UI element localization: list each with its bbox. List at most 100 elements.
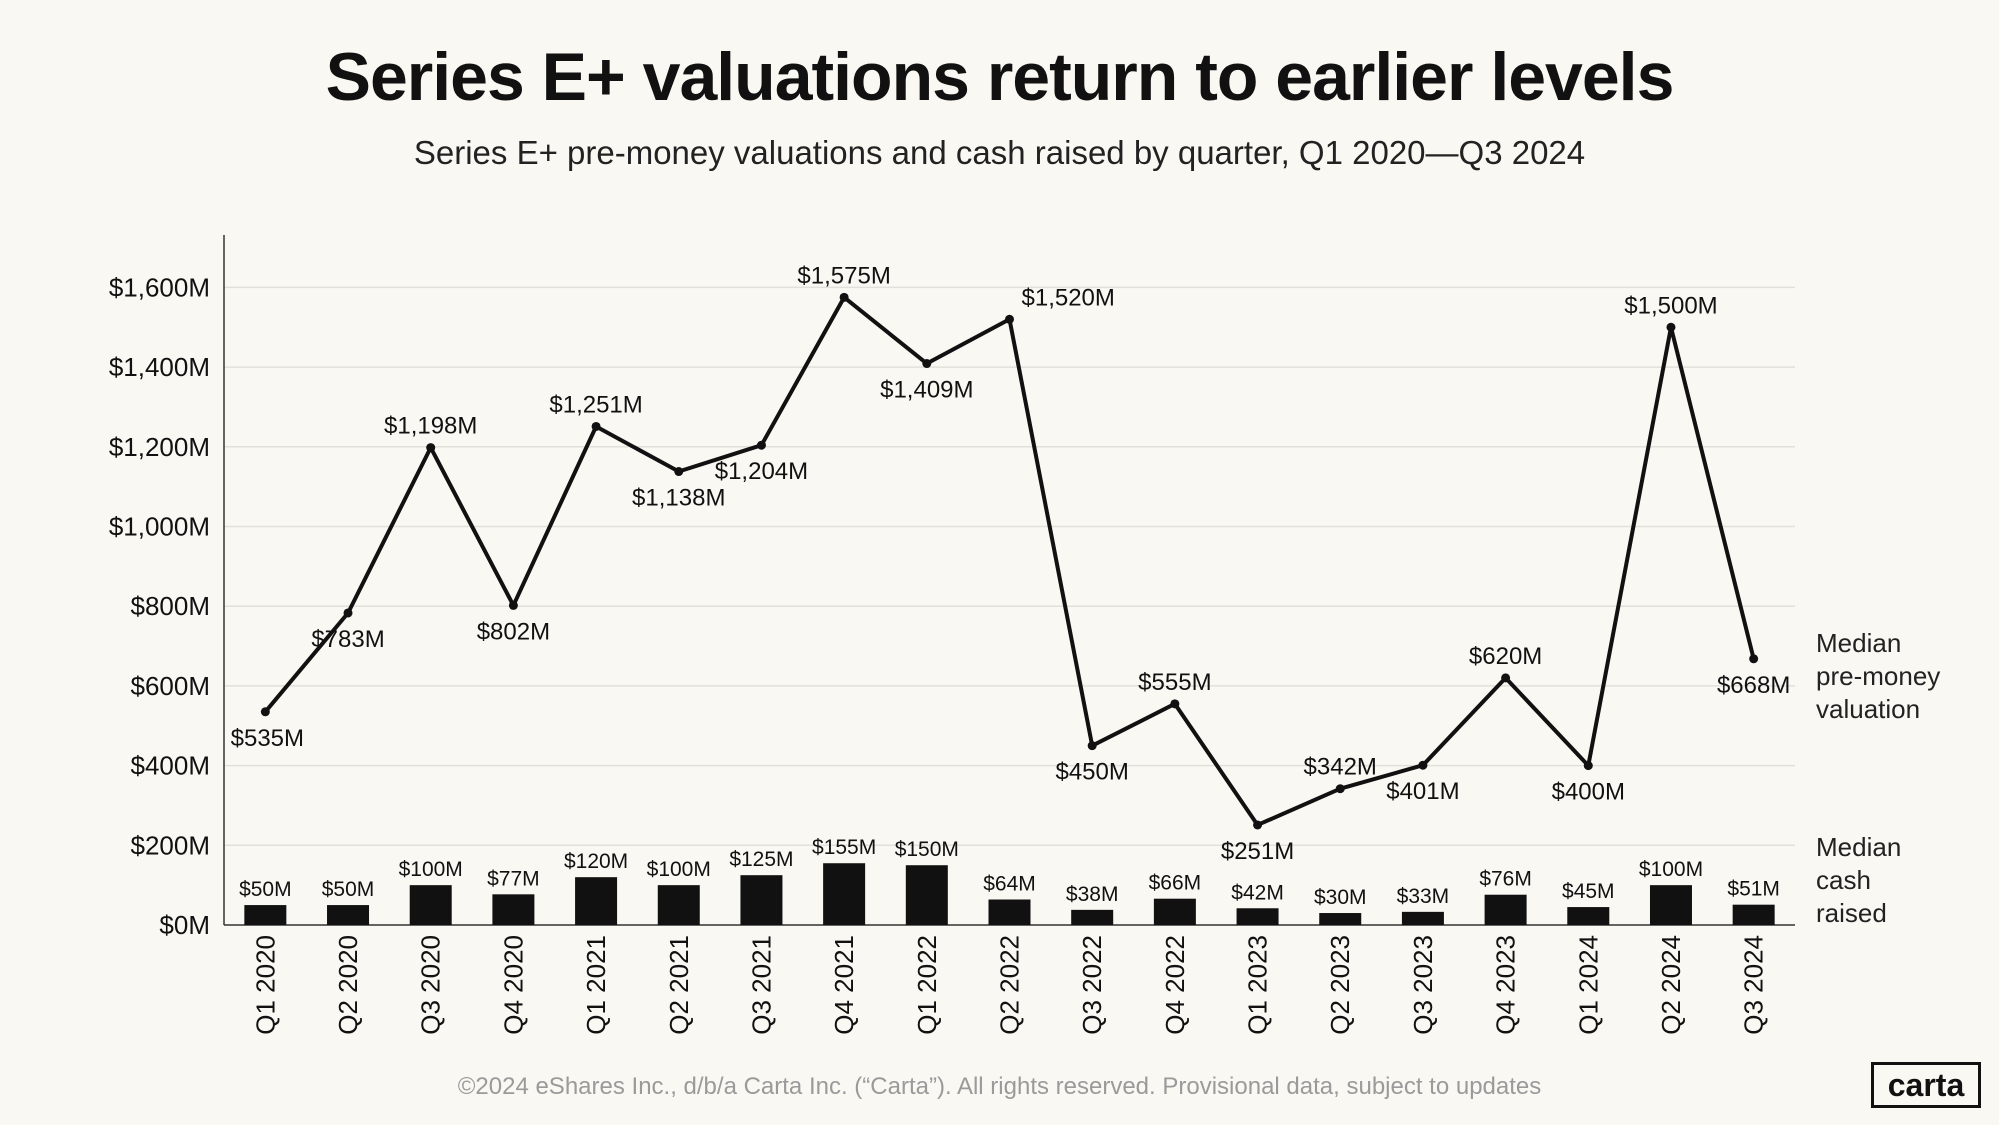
valuation-point bbox=[1005, 314, 1014, 324]
valuation-point bbox=[1501, 673, 1511, 683]
cash-bar bbox=[409, 885, 452, 925]
x-tick-label: Q1 2022 bbox=[912, 935, 942, 1035]
valuation-label: $1,575M bbox=[797, 262, 890, 289]
cash-bar bbox=[575, 877, 618, 925]
valuation-label: $401M bbox=[1386, 778, 1459, 805]
cash-bar bbox=[1649, 885, 1692, 925]
x-tick-label: Q3 2023 bbox=[1408, 935, 1438, 1035]
valuation-point bbox=[922, 359, 932, 369]
cash-bar-label: $100M bbox=[647, 858, 711, 881]
y-tick-label: $1,600M bbox=[109, 272, 210, 302]
cash-bar bbox=[1236, 908, 1279, 925]
valuation-point bbox=[260, 707, 270, 717]
x-tick-label: Q2 2020 bbox=[333, 935, 363, 1035]
valuation-point bbox=[1335, 784, 1345, 794]
cash-bar bbox=[1071, 909, 1114, 925]
valuation-point bbox=[1418, 760, 1428, 770]
cash-bar-label: $77M bbox=[487, 867, 540, 890]
valuation-point bbox=[1749, 654, 1759, 664]
cash-bar-label: $33M bbox=[1397, 885, 1450, 908]
valuation-label: $450M bbox=[1055, 759, 1128, 786]
valuation-label: $1,409M bbox=[880, 377, 973, 404]
cash-bar-label: $30M bbox=[1314, 886, 1367, 909]
y-tick-label: $1,200M bbox=[109, 432, 210, 462]
y-tick-label: $400M bbox=[131, 751, 211, 781]
valuation-label: $1,520M bbox=[1022, 284, 1115, 311]
cash-bar bbox=[1153, 898, 1196, 925]
valuation-point bbox=[1253, 820, 1263, 830]
valuation-point bbox=[1666, 322, 1676, 332]
cash-bar bbox=[1732, 904, 1775, 925]
cash-bar bbox=[740, 875, 783, 925]
x-tick-label: Q4 2020 bbox=[498, 935, 528, 1035]
legend-valuation-line3: valuation bbox=[1816, 694, 1921, 724]
legend-valuation-line2: pre-money bbox=[1816, 661, 1941, 691]
cash-bar bbox=[327, 905, 370, 925]
cash-bar-label: $76M bbox=[1479, 868, 1532, 891]
cash-bar bbox=[657, 885, 700, 925]
valuation-point bbox=[756, 440, 766, 450]
valuation-point bbox=[426, 443, 436, 453]
y-tick-label: $800M bbox=[131, 591, 211, 621]
x-tick-label: Q3 2021 bbox=[746, 935, 776, 1035]
valuation-point bbox=[591, 421, 601, 431]
cash-bar-label: $50M bbox=[322, 878, 375, 901]
x-tick-label: Q1 2024 bbox=[1573, 935, 1603, 1035]
copyright-footer: ©2024 eShares Inc., d/b/a Carta Inc. (“C… bbox=[457, 1073, 1542, 1100]
cash-bar-label: $50M bbox=[239, 878, 292, 901]
x-tick-label: Q1 2020 bbox=[250, 935, 280, 1035]
y-tick-label: $0M bbox=[159, 910, 210, 940]
valuation-point bbox=[1583, 761, 1593, 771]
cash-bar bbox=[244, 905, 287, 925]
chart-title: Series E+ valuations return to earlier l… bbox=[325, 39, 1675, 115]
cash-bar bbox=[1567, 907, 1610, 925]
valuation-point bbox=[1170, 699, 1180, 709]
cash-bar bbox=[823, 863, 866, 925]
x-tick-label: Q4 2022 bbox=[1160, 935, 1190, 1035]
legend-valuation: Median pre-money valuation bbox=[1816, 627, 1940, 726]
valuation-line bbox=[263, 295, 1756, 827]
valuation-label: $802M bbox=[477, 618, 550, 645]
cash-bar-label: $100M bbox=[399, 858, 463, 881]
carta-logo[interactable]: carta bbox=[1871, 1062, 1981, 1108]
valuation-label: $400M bbox=[1552, 779, 1625, 806]
cash-bar-label: $125M bbox=[729, 848, 793, 871]
valuation-label: $251M bbox=[1221, 838, 1294, 865]
cash-bar-label: $120M bbox=[564, 850, 628, 873]
cash-bar-label: $42M bbox=[1231, 881, 1284, 904]
x-tick-label: Q3 2022 bbox=[1077, 935, 1107, 1035]
valuation-point bbox=[674, 467, 684, 477]
x-tick-label: Q1 2021 bbox=[581, 935, 611, 1035]
valuation-label: $668M bbox=[1717, 672, 1790, 699]
x-tick-label: Q4 2023 bbox=[1491, 935, 1521, 1035]
x-tick-label: Q1 2023 bbox=[1243, 935, 1273, 1035]
legend-cash-line3: raised bbox=[1816, 898, 1887, 928]
legend-cash: Median cash raised bbox=[1816, 831, 1901, 930]
cash-bar-label: $51M bbox=[1727, 878, 1780, 901]
legend-cash-line1: Median bbox=[1816, 832, 1902, 862]
cash-bar-label: $150M bbox=[895, 838, 959, 861]
y-tick-label: $600M bbox=[131, 671, 211, 701]
x-tick-label: Q3 2024 bbox=[1739, 935, 1769, 1035]
cash-bar-label: $155M bbox=[812, 836, 876, 859]
cash-bar-label: $45M bbox=[1562, 880, 1615, 903]
cash-bar bbox=[1401, 911, 1444, 925]
cash-bar bbox=[1484, 894, 1527, 925]
valuation-point bbox=[508, 600, 518, 610]
legend-valuation-line1: Median bbox=[1816, 628, 1902, 658]
legend-cash-line2: cash bbox=[1816, 865, 1871, 895]
y-tick-label: $1,400M bbox=[109, 352, 210, 382]
valuation-point bbox=[1087, 741, 1097, 751]
x-tick-label: Q2 2024 bbox=[1656, 935, 1686, 1035]
y-tick-label: $1,000M bbox=[109, 512, 210, 542]
cash-bar-label: $66M bbox=[1149, 872, 1202, 895]
valuation-label: $555M bbox=[1138, 669, 1211, 696]
valuation-label: $783M bbox=[311, 626, 384, 653]
valuation-label: $1,251M bbox=[549, 391, 642, 418]
valuation-label: $1,204M bbox=[715, 458, 808, 485]
valuation-label: $342M bbox=[1304, 754, 1377, 781]
cash-bar bbox=[988, 899, 1031, 925]
x-tick-label: Q2 2022 bbox=[995, 935, 1025, 1035]
valuation-label: $1,138M bbox=[632, 485, 725, 512]
